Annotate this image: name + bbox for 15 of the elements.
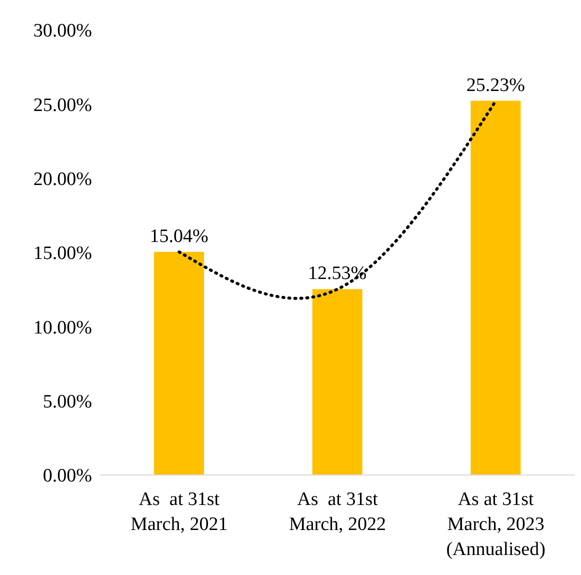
bar (312, 289, 362, 475)
y-tick-label: 30.00% (33, 20, 92, 42)
bar (470, 100, 521, 475)
y-tick-label: 20.00% (33, 169, 92, 190)
x-tick-label: As at 31st March, 2022 (288, 489, 386, 535)
y-tick-label: 5.00% (42, 392, 92, 413)
y-tick-label: 15.00% (33, 243, 92, 264)
y-tick-label: 25.00% (33, 94, 92, 116)
data-label: 15.04% (150, 226, 208, 247)
x-tick-label: As at 31st March, 2023 (Annualised) (446, 489, 546, 560)
data-label: 25.23% (466, 74, 526, 96)
bar (154, 252, 204, 475)
x-tick-label: As at 31st March, 2021 (130, 489, 228, 535)
y-tick-label: 10.00% (33, 317, 92, 338)
y-tick-label: 0.00% (42, 466, 92, 487)
